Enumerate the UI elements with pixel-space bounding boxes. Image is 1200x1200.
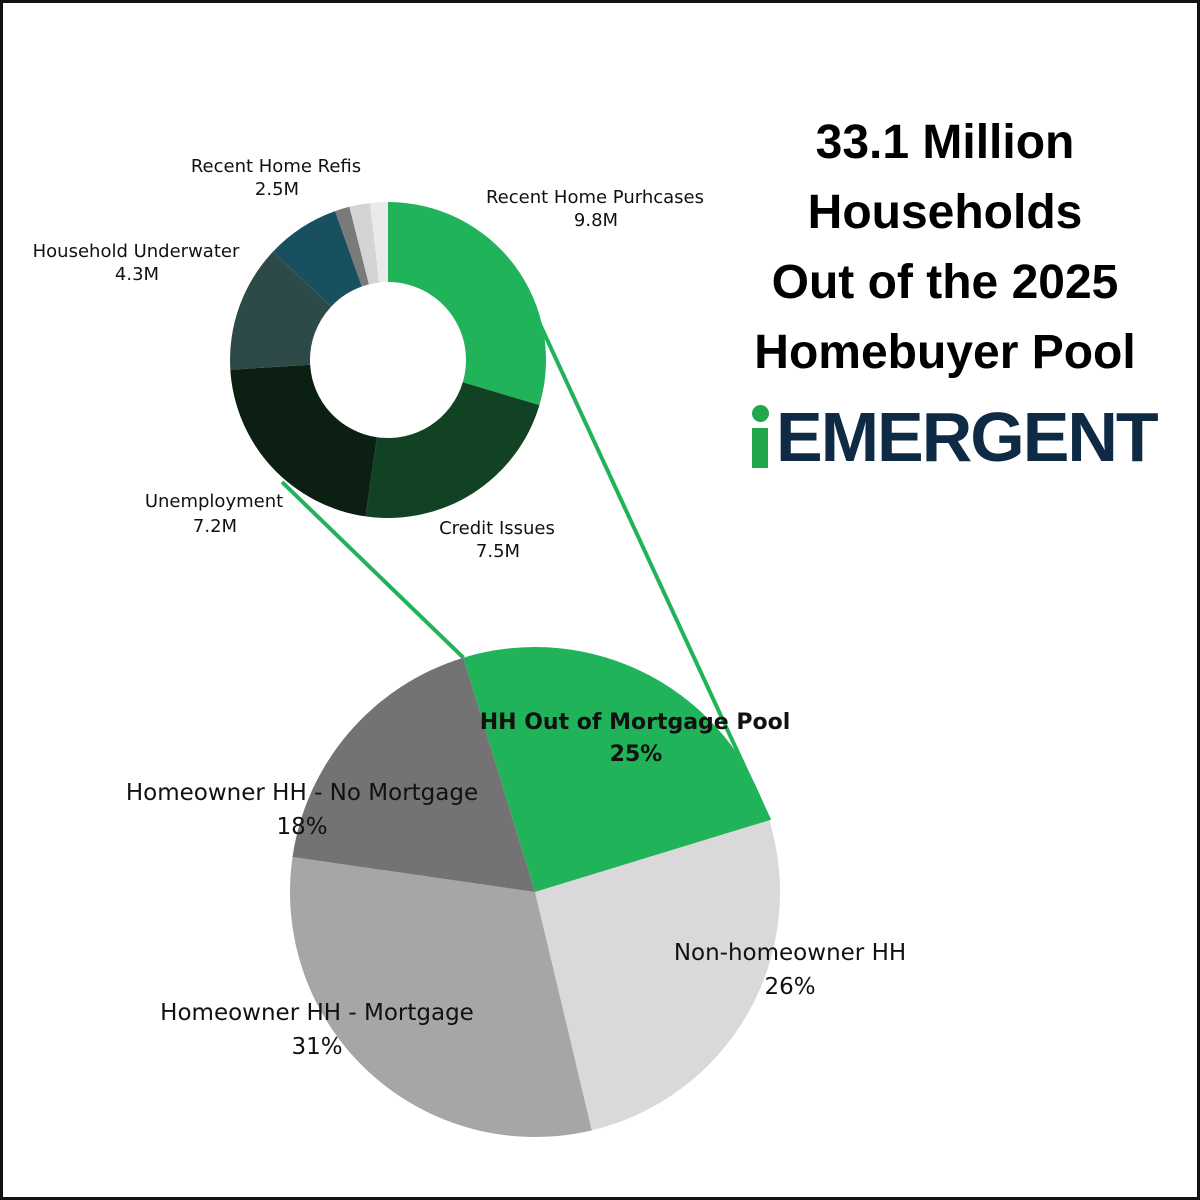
pie-chart [289,647,780,1137]
pie-slice-0 [463,647,770,892]
pie-label-1-value: 26% [764,974,815,1000]
donut-slice-7 [370,202,388,283]
pie-label-3-name: Homeowner HH - No Mortgage [126,780,478,806]
donut-label-3-name: Household Underwater [33,241,240,262]
pie-labels: HH Out of Mortgage Pool 25% Non-homeowne… [126,710,906,1060]
headline-line-3: Out of the 2025 [771,256,1119,309]
pie-label-0-name: HH Out of Mortgage Pool [480,710,791,735]
donut-labels: Recent Home Purhcases 9.8M Credit Issues… [33,156,704,562]
donut-slice-0 [388,202,546,406]
connector-line-left [280,480,465,660]
pie-label-2-name: Homeowner HH - Mortgage [160,1000,474,1026]
pie-slice-3 [292,657,535,892]
donut-slice-3 [230,251,332,370]
donut-slice-1 [365,382,540,518]
pie-label-2-value: 31% [291,1034,342,1060]
donut-slice-6 [349,203,380,285]
pie-label-1-name: Non-homeowner HH [674,940,906,966]
donut-label-0-name: Recent Home Purhcases [486,187,704,208]
pie-label-3-value: 18% [276,814,327,840]
logo-text: EMERGENT [776,398,1159,476]
donut-label-4-name: Recent Home Refis [191,156,361,177]
headline-line-1: 33.1 Million [815,116,1075,169]
pie-slice-2 [289,857,592,1137]
donut-label-1-value: 7.5M [476,541,520,562]
donut-slice-2 [230,364,377,517]
donut-label-4-value: 2.5M [255,179,299,200]
pie-slice-1 [535,820,780,1131]
headline-line-2: Households [807,186,1083,239]
headline: 33.1 Million Households Out of the 2025 … [700,108,1190,388]
donut-slice-4 [272,211,362,307]
emergent-logo: EMERGENT [752,398,1162,476]
donut-slice-5 [335,206,369,287]
pie-label-0-value: 25% [610,742,663,767]
donut-label-3-value: 4.3M [115,264,159,285]
donut-chart [230,202,546,518]
donut-label-0-value: 9.8M [574,210,618,231]
donut-label-2-name: Unemployment [145,491,283,512]
headline-line-4: Homebuyer Pool [754,326,1136,379]
connector-line-right [536,319,772,822]
donut-label-1-name: Credit Issues [439,518,555,539]
donut-label-2-value: 7.2M [193,516,237,537]
